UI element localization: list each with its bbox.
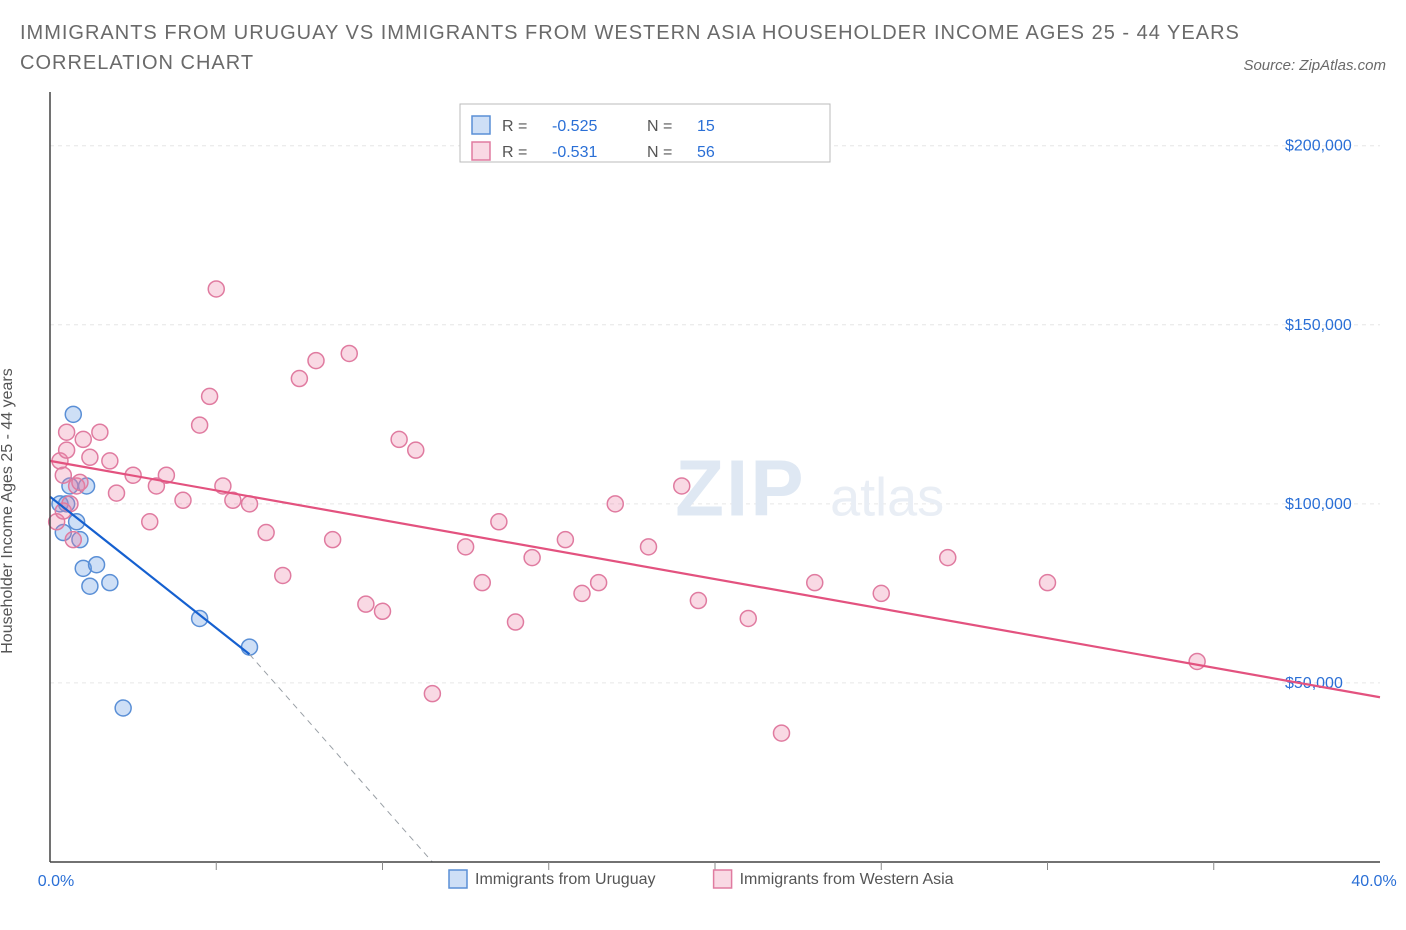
data-point-wasia <box>391 431 407 447</box>
data-point-wasia <box>175 492 191 508</box>
data-point-wasia <box>308 353 324 369</box>
regression-extrapolation-uruguay <box>250 654 433 862</box>
data-point-wasia <box>591 575 607 591</box>
data-point-wasia <box>1040 575 1056 591</box>
data-point-wasia <box>59 424 75 440</box>
y-axis-label: Householder Income Ages 25 - 44 years <box>0 368 17 654</box>
data-point-wasia <box>690 593 706 609</box>
watermark-atlas: atlas <box>830 468 944 528</box>
legend-r-label: R = <box>502 118 527 135</box>
data-point-uruguay <box>102 575 118 591</box>
data-point-wasia <box>375 603 391 619</box>
data-point-wasia <box>291 371 307 387</box>
data-point-wasia <box>208 281 224 297</box>
data-point-wasia <box>202 388 218 404</box>
legend-r-value-wasia: -0.531 <box>552 144 597 161</box>
data-point-wasia <box>192 417 208 433</box>
data-point-wasia <box>740 610 756 626</box>
watermark-zip: ZIP <box>675 444 805 533</box>
data-point-wasia <box>65 532 81 548</box>
x-tick-label-right: 40.0% <box>1351 873 1396 890</box>
data-point-wasia <box>873 585 889 601</box>
data-point-wasia <box>72 474 88 490</box>
y-tick-label: $150,000 <box>1285 317 1352 334</box>
data-point-wasia <box>92 424 108 440</box>
legend-n-label: N = <box>647 118 672 135</box>
data-point-wasia <box>341 345 357 361</box>
data-point-wasia <box>940 550 956 566</box>
chart-container: Householder Income Ages 25 - 44 years $5… <box>0 82 1406 922</box>
data-point-wasia <box>807 575 823 591</box>
y-tick-label: $200,000 <box>1285 138 1352 155</box>
data-point-wasia <box>557 532 573 548</box>
data-point-wasia <box>109 485 125 501</box>
data-point-wasia <box>774 725 790 741</box>
x-tick-label-left: 0.0% <box>38 873 74 890</box>
data-point-wasia <box>275 567 291 583</box>
y-tick-label: $100,000 <box>1285 496 1352 513</box>
data-point-wasia <box>358 596 374 612</box>
data-point-wasia <box>524 550 540 566</box>
data-point-wasia <box>574 585 590 601</box>
legend-swatch-wasia <box>472 142 490 160</box>
data-point-wasia <box>258 525 274 541</box>
title-row: IMMIGRANTS FROM URUGUAY VS IMMIGRANTS FR… <box>0 0 1406 78</box>
data-point-wasia <box>75 431 91 447</box>
data-point-wasia <box>59 442 75 458</box>
data-point-wasia <box>102 453 118 469</box>
legend-r-label: R = <box>502 144 527 161</box>
data-point-uruguay <box>89 557 105 573</box>
data-point-wasia <box>641 539 657 555</box>
legend-n-value-uruguay: 15 <box>697 118 715 135</box>
legend-r-value-uruguay: -0.525 <box>552 118 597 135</box>
data-point-wasia <box>82 449 98 465</box>
legend-n-value-wasia: 56 <box>697 144 715 161</box>
bottom-legend-swatch-uruguay <box>449 870 467 888</box>
bottom-legend-label-uruguay: Immigrants from Uruguay <box>475 871 656 888</box>
chart-title: IMMIGRANTS FROM URUGUAY VS IMMIGRANTS FR… <box>20 18 1243 78</box>
data-point-wasia <box>491 514 507 530</box>
data-point-wasia <box>458 539 474 555</box>
source-citation: Source: ZipAtlas.com <box>1243 57 1386 78</box>
data-point-wasia <box>607 496 623 512</box>
data-point-wasia <box>55 467 71 483</box>
scatter-chart: $50,000$100,000$150,000$200,000ZIPatlas0… <box>0 82 1406 922</box>
data-point-wasia <box>674 478 690 494</box>
legend-swatch-uruguay <box>472 116 490 134</box>
data-point-wasia <box>325 532 341 548</box>
data-point-wasia <box>474 575 490 591</box>
data-point-wasia <box>1189 653 1205 669</box>
data-point-uruguay <box>242 639 258 655</box>
bottom-legend-swatch-wasia <box>714 870 732 888</box>
data-point-wasia <box>508 614 524 630</box>
data-point-wasia <box>408 442 424 458</box>
data-point-uruguay <box>115 700 131 716</box>
bottom-legend-label-wasia: Immigrants from Western Asia <box>740 871 954 888</box>
data-point-wasia <box>424 686 440 702</box>
legend-n-label: N = <box>647 144 672 161</box>
data-point-uruguay <box>82 578 98 594</box>
data-point-uruguay <box>65 406 81 422</box>
data-point-wasia <box>142 514 158 530</box>
